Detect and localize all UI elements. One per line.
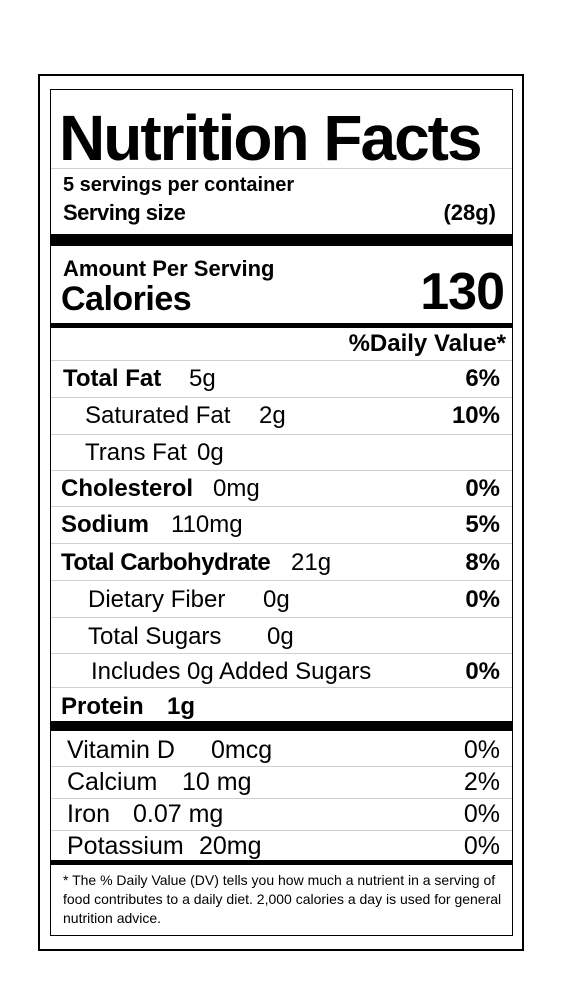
nutrient-daily-value: 5% — [465, 511, 500, 538]
vitamin-amount: 20mg — [199, 832, 262, 860]
calories-label: Calories — [61, 280, 192, 318]
label-title: Nutrition Facts — [59, 102, 483, 174]
nutrient-amount: 0g — [263, 586, 290, 613]
nutrient-row-cholesterol: Cholesterol 0mg 0% — [51, 472, 512, 508]
label-outer-frame: Nutrition Facts 5 servings per container… — [38, 74, 524, 951]
vitamin-daily-value: 0% — [463, 736, 500, 764]
vitamin-row-calcium: Calcium 10 mg 2% — [51, 766, 512, 802]
nutrient-amount: 2g — [259, 402, 286, 429]
nutrient-amount: 5g — [189, 365, 216, 392]
nutrient-name: Total Sugars — [88, 623, 222, 650]
nutrient-row-total-carbohydrate: Total Carbohydrate 21g 8% — [51, 546, 512, 582]
nutrient-name: Trans Fat — [85, 439, 187, 466]
nutrient-amount: 0g — [197, 439, 224, 466]
vitamin-amount: 0.07 mg — [133, 800, 224, 828]
nutrient-name: Saturated Fat — [85, 402, 231, 429]
nutrient-name: Dietary Fiber — [88, 586, 226, 613]
vitamin-amount: 10 mg — [182, 768, 252, 796]
nutrient-daily-value: 8% — [465, 549, 500, 576]
nutrient-daily-value: 10% — [451, 402, 500, 429]
servings-per-container: 5 servings per container — [63, 174, 295, 196]
nutrient-row-saturated-fat: Saturated Fat 2g 10% — [51, 399, 512, 435]
divider — [51, 360, 512, 361]
divider — [51, 506, 512, 507]
nutrient-amount: 0g — [267, 623, 294, 650]
vitamin-amount: 0mcg — [211, 736, 273, 764]
vitamin-daily-value: 0% — [463, 800, 500, 828]
nutrient-row-protein: Protein 1g — [51, 690, 512, 726]
serving-size-value: (28g) — [443, 200, 496, 225]
nutrient-row-total-sugars: Total Sugars 0g — [51, 620, 512, 656]
vitamin-name: Vitamin D — [67, 736, 175, 764]
nutrient-daily-value: 0% — [465, 586, 500, 613]
divider — [51, 434, 512, 435]
vitamin-daily-value: 0% — [463, 832, 500, 860]
nutrient-row-dietary-fiber: Dietary Fiber 0g 0% — [51, 583, 512, 619]
nutrient-row-sodium: Sodium 110mg 5% — [51, 508, 512, 544]
nutrient-amount: 21g — [291, 549, 332, 576]
vitamin-daily-value: 2% — [463, 768, 500, 796]
nutrient-name: Protein — [61, 693, 144, 720]
nutrient-daily-value: 0% — [465, 475, 500, 502]
nutrient-amount: 0mg — [213, 475, 260, 502]
nutrient-amount: 1g — [167, 693, 196, 720]
nutrient-daily-value: 6% — [465, 365, 500, 392]
vitamin-row-potassium: Potassium 20mg 0% — [51, 830, 512, 866]
nutrient-row-trans-fat: Trans Fat 0g — [51, 436, 512, 472]
divider — [51, 653, 512, 654]
serving-size-label: Serving size — [63, 200, 186, 225]
calories-value: 130 — [420, 263, 505, 321]
divider — [51, 798, 512, 799]
divider — [51, 168, 512, 169]
medium-divider — [51, 323, 512, 328]
divider — [51, 470, 512, 471]
nutrient-row-total-fat: Total Fat 5g 6% — [51, 362, 512, 398]
nutrition-facts-panel: Nutrition Facts 5 servings per container… — [50, 89, 513, 936]
thick-divider — [51, 721, 512, 731]
nutrient-name: Total Fat — [63, 365, 162, 392]
nutrient-row-added-sugars: Includes 0g Added Sugars 0% — [51, 655, 512, 691]
divider — [51, 543, 512, 544]
divider — [51, 580, 512, 581]
medium-divider — [51, 860, 512, 865]
vitamin-name: Potassium — [67, 832, 184, 860]
divider — [51, 397, 512, 398]
divider — [51, 830, 512, 831]
divider — [51, 617, 512, 618]
vitamin-name: Calcium — [67, 768, 158, 796]
divider — [51, 687, 512, 688]
thick-divider — [51, 234, 512, 246]
nutrient-name: Cholesterol — [61, 475, 194, 502]
nutrient-amount: 110mg — [171, 511, 243, 538]
divider — [51, 766, 512, 767]
daily-value-footnote: * The % Daily Value (DV) tells you how m… — [63, 872, 502, 926]
nutrient-daily-value: 0% — [465, 658, 500, 685]
nutrient-name: Sodium — [61, 511, 149, 538]
nutrient-name: Includes 0g Added Sugars — [91, 658, 372, 685]
amount-per-serving: Amount Per Serving — [63, 256, 275, 281]
vitamin-name: Iron — [67, 800, 111, 828]
vitamin-row-vitamin-d: Vitamin D 0mcg 0% — [51, 734, 512, 770]
daily-value-header: %Daily Value* — [348, 330, 506, 357]
vitamin-row-iron: Iron 0.07 mg 0% — [51, 798, 512, 834]
nutrient-name: Total Carbohydrate — [61, 549, 271, 576]
